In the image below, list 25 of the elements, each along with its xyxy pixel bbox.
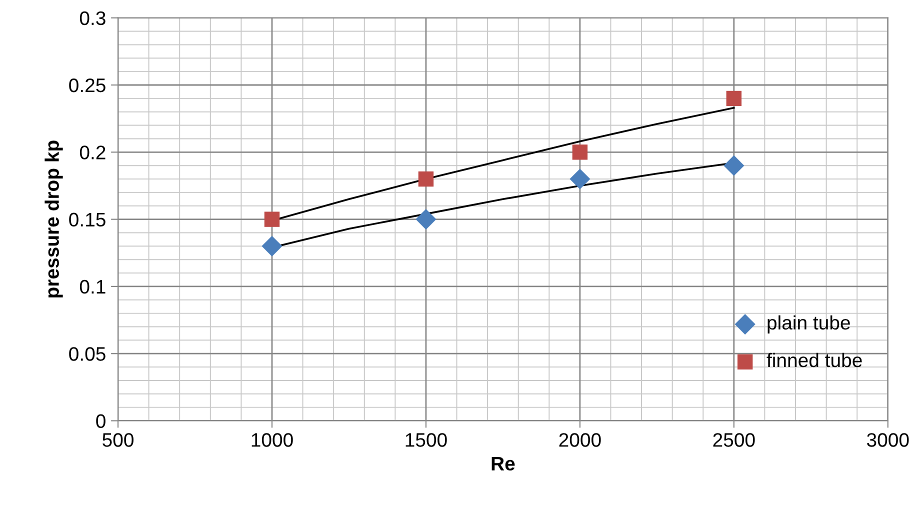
x-tick-label: 2000 bbox=[559, 433, 601, 447]
point bbox=[416, 209, 436, 230]
point bbox=[418, 171, 434, 187]
x-tick-label: 3000 bbox=[867, 433, 909, 447]
x-tick-label: 1000 bbox=[252, 433, 293, 447]
x-tick-label: 2500 bbox=[713, 433, 755, 447]
x-axis-title: Re bbox=[492, 456, 515, 471]
y-tick-label: 0.1 bbox=[80, 280, 106, 294]
x-tick-label: 500 bbox=[102, 433, 134, 447]
legend-label: finned tube bbox=[766, 352, 862, 368]
point bbox=[264, 212, 280, 227]
y-tick-label: 0.25 bbox=[69, 78, 106, 92]
y-tick-label: 0.15 bbox=[69, 212, 106, 227]
point bbox=[726, 90, 742, 106]
point bbox=[572, 144, 588, 160]
y-tick-label: 0.05 bbox=[69, 347, 106, 361]
legend-label: plain tube bbox=[768, 315, 850, 334]
point bbox=[570, 168, 590, 190]
y-tick-label: 0.3 bbox=[80, 11, 106, 26]
point bbox=[262, 236, 282, 256]
y-axis-title: pressure drop kp bbox=[44, 140, 63, 298]
point bbox=[724, 155, 744, 176]
y-tick-label: 0 bbox=[96, 414, 106, 428]
y-tick-label: 0.2 bbox=[80, 146, 106, 160]
x-tick-label: 1500 bbox=[406, 433, 447, 447]
